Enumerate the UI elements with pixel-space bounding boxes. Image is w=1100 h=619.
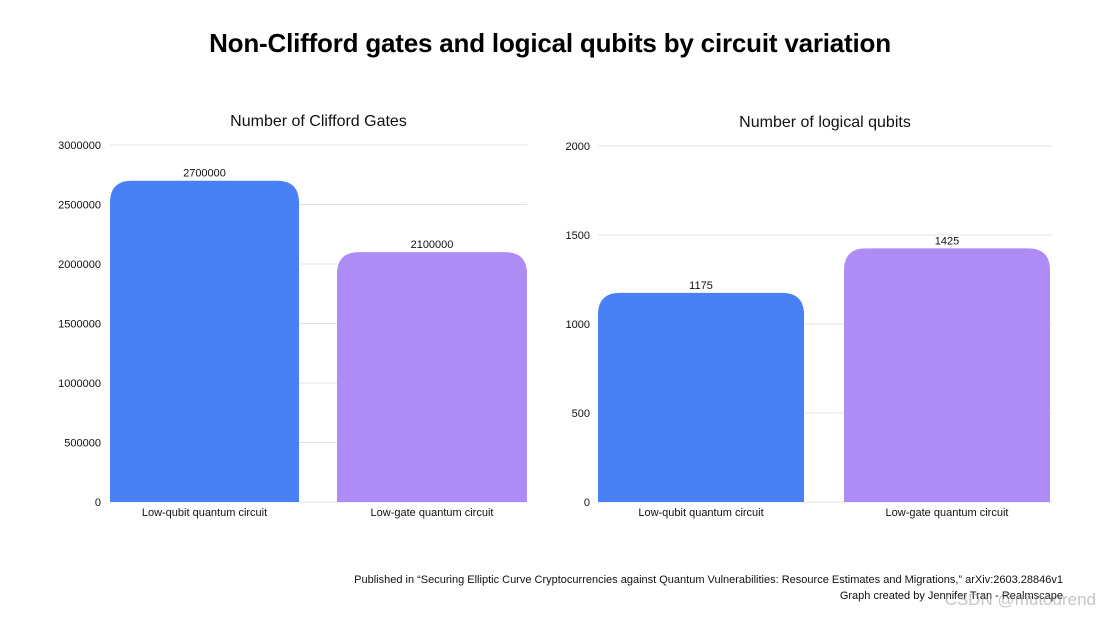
bar-value-label: 1425 bbox=[935, 235, 959, 247]
y-tick-label: 2000000 bbox=[58, 259, 101, 271]
bar bbox=[337, 252, 527, 502]
watermark: CSDN @mutourend bbox=[944, 590, 1096, 609]
y-tick-label: 2500000 bbox=[58, 200, 101, 212]
y-tick-label: 0 bbox=[584, 497, 590, 509]
bar-value-label: 2100000 bbox=[411, 239, 454, 251]
graph-credit: Graph created by Jennifer Tran - Realmsc… bbox=[839, 590, 1063, 602]
y-tick-label: 500 bbox=[572, 408, 590, 420]
y-tick-label: 0 bbox=[95, 497, 101, 509]
source-citation: Published in “Securing Elliptic Curve Cr… bbox=[354, 574, 1063, 586]
y-tick-label: 3000000 bbox=[58, 140, 101, 152]
panel-title: Number of Clifford Gates bbox=[230, 113, 407, 130]
y-tick-label: 1500000 bbox=[58, 319, 101, 331]
y-tick-label: 1000000 bbox=[58, 378, 101, 390]
x-category-label: Low-qubit quantum circuit bbox=[142, 507, 267, 519]
bar bbox=[844, 248, 1050, 502]
x-category-label: Low-gate quantum circuit bbox=[371, 507, 494, 519]
y-tick-label: 1500 bbox=[566, 230, 590, 242]
bar-value-label: 2700000 bbox=[183, 168, 226, 180]
panel-title: Number of logical qubits bbox=[739, 114, 911, 131]
x-category-label: Low-qubit quantum circuit bbox=[638, 507, 763, 519]
bar-value-label: 1175 bbox=[689, 280, 713, 292]
x-category-label: Low-gate quantum circuit bbox=[886, 507, 1009, 519]
source-footer: Published in “Securing Elliptic Curve Cr… bbox=[354, 572, 1063, 604]
bar bbox=[110, 180, 299, 502]
y-tick-label: 1000 bbox=[566, 319, 590, 331]
y-tick-label: 2000 bbox=[566, 141, 590, 153]
y-tick-label: 500000 bbox=[64, 438, 101, 450]
chart-main-title: Non-Clifford gates and logical qubits by… bbox=[209, 28, 891, 58]
bar bbox=[598, 292, 804, 502]
